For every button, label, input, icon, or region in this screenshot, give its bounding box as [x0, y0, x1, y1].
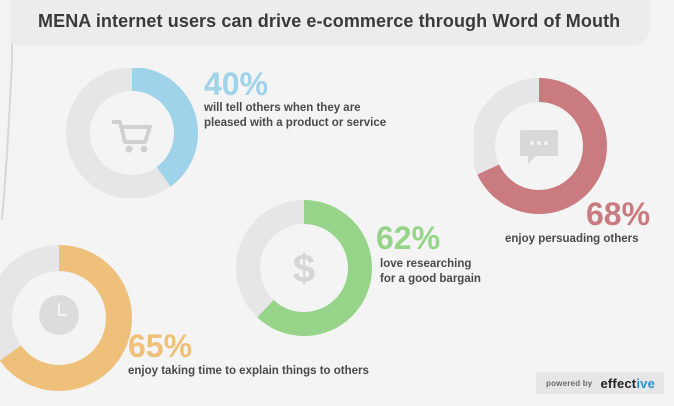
brand-main: effect: [600, 375, 637, 391]
stat-value-68: 68%: [586, 196, 651, 232]
donut-fill: [0, 245, 132, 391]
stat-value-40: 40%: [204, 66, 269, 102]
donut-fill: [236, 200, 372, 336]
stat-value-65: 65%: [128, 328, 193, 364]
donut-fill: [66, 68, 198, 198]
stat-label-68: enjoy persuading others: [505, 233, 639, 245]
stat-value-62: 62%: [376, 220, 441, 256]
stat-label-62-line2: for a good bargain: [380, 273, 481, 285]
donut-chart-65: [0, 245, 132, 391]
donut-chart-62: $: [236, 200, 372, 336]
powered-by-badge[interactable]: powered by effective: [536, 372, 664, 394]
donut-fill: [474, 78, 607, 214]
powered-by-label: powered by: [546, 378, 593, 388]
brand-logo: effective: [600, 376, 655, 391]
stat-label-62-line1: love researching: [380, 258, 472, 270]
svg-text:$: $: [293, 247, 315, 291]
page-title: MENA internet users can drive e-commerce…: [38, 11, 621, 31]
dollar-icon: $: [293, 247, 315, 291]
stat-label-40-line1: will tell others when they are: [204, 102, 361, 114]
donut-chart-40: [66, 68, 198, 198]
shopping-cart-icon: [112, 120, 152, 153]
title-bubble: MENA internet users can drive e-commerce…: [10, 0, 650, 46]
chat-bubble-icon: [520, 130, 558, 164]
stat-label-65: enjoy taking time to explain things to o…: [128, 365, 369, 377]
clock-icon: [39, 295, 79, 335]
stat-label-40-line2: pleased with a product or service: [204, 117, 387, 129]
donut-chart-68: [474, 78, 607, 214]
brand-accent: ive: [636, 375, 656, 391]
